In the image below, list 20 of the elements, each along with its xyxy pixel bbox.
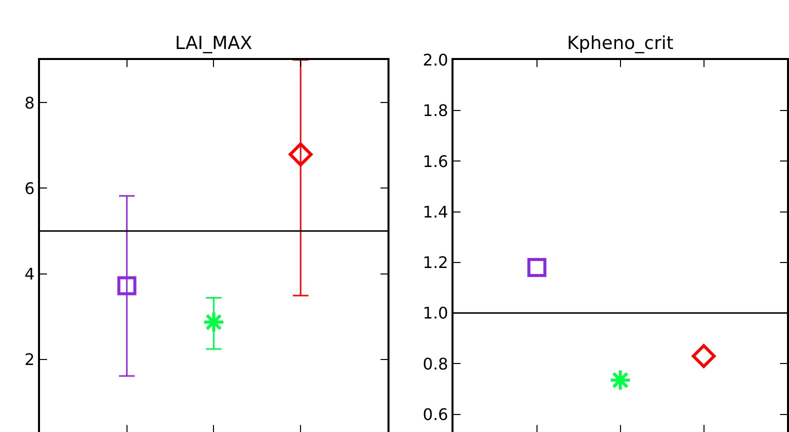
- y-tick-label: 1.6: [422, 152, 448, 171]
- y-tick-label: 0.8: [422, 354, 448, 374]
- y-tick-label: 4: [24, 264, 35, 284]
- point: [527, 258, 546, 277]
- point: [288, 142, 313, 166]
- y-tick-label: 6: [24, 178, 35, 198]
- point: [609, 369, 632, 392]
- point: [692, 344, 716, 368]
- chart-title: LAI_MAX: [175, 33, 252, 54]
- y-tick-label: 8: [24, 93, 35, 112]
- y-tick-label: 2.0: [422, 50, 448, 70]
- y-tick-label: 1.2: [422, 253, 448, 272]
- chart-title: Kpheno_crit: [567, 33, 674, 54]
- y-tick-label: 2: [24, 350, 35, 369]
- y-tick-label: 0.6: [422, 404, 448, 424]
- y-tick-label: 1.4: [422, 202, 448, 222]
- y-tick-label: 1.0: [422, 304, 448, 323]
- y-tick-label: 1.8: [422, 101, 448, 120]
- point: [202, 310, 225, 334]
- point: [117, 276, 136, 296]
